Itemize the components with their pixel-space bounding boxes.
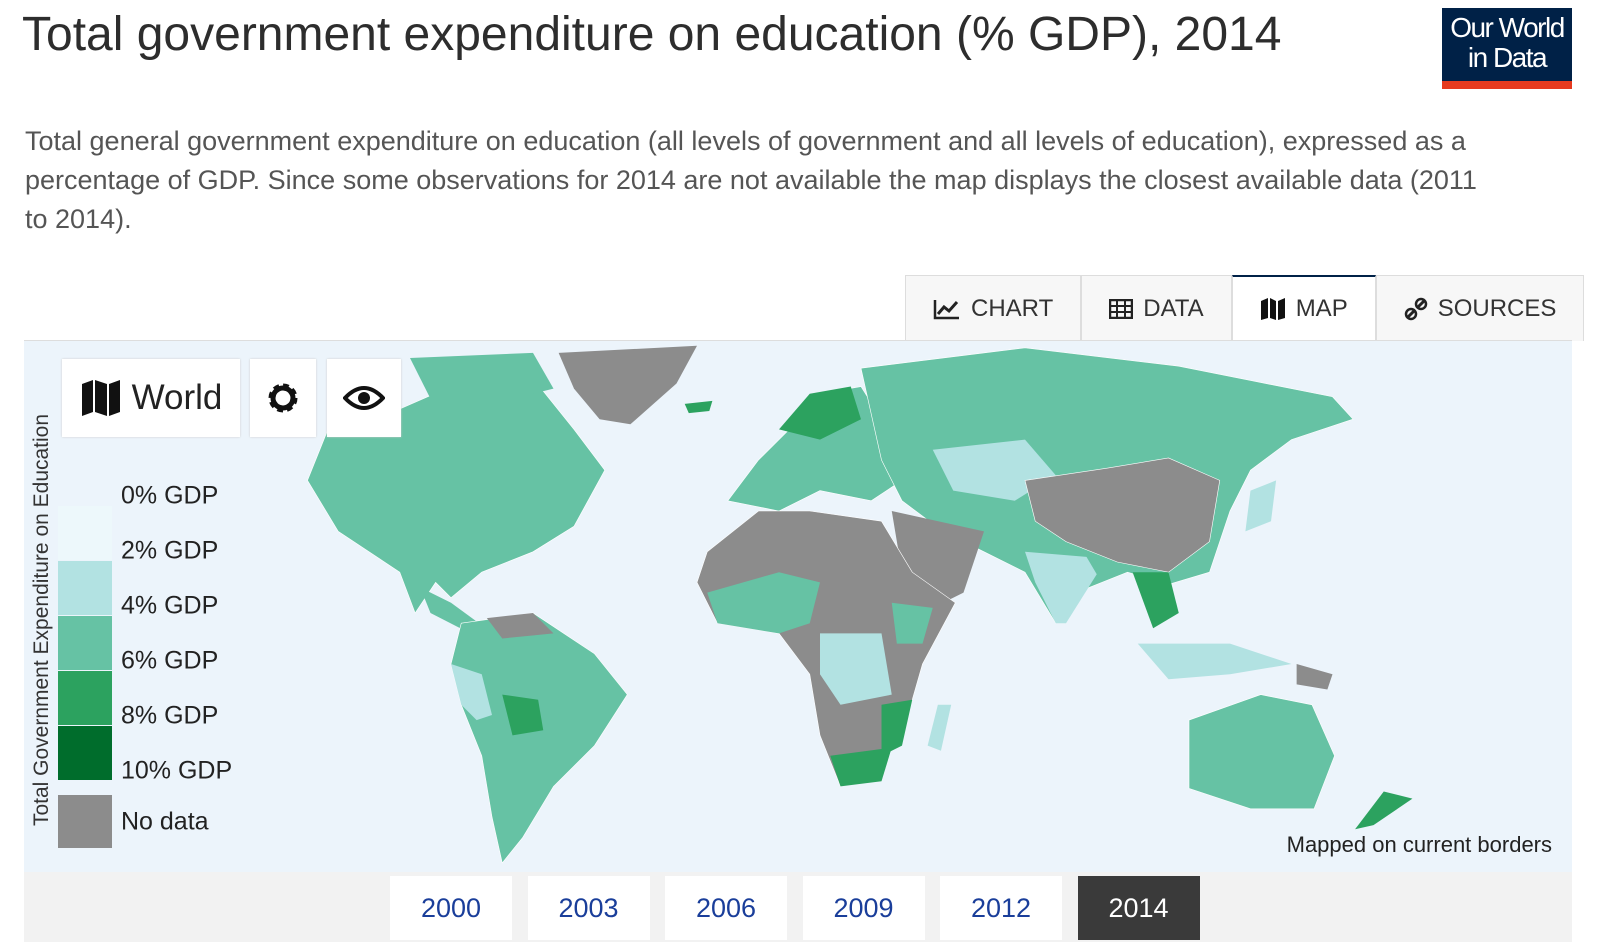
legend-swatch bbox=[58, 726, 112, 780]
southern-africa bbox=[830, 747, 892, 787]
arctic-islands bbox=[410, 352, 554, 404]
settings-button[interactable] bbox=[250, 359, 316, 437]
year-button[interactable]: 2012 bbox=[940, 876, 1062, 940]
title: Total government expenditure on educatio… bbox=[22, 8, 1282, 61]
tab[interactable]: DATA bbox=[1081, 275, 1232, 341]
tab[interactable]: MAP bbox=[1231, 275, 1376, 341]
central-america bbox=[420, 587, 482, 632]
india bbox=[1025, 551, 1097, 624]
tab-icon bbox=[1109, 298, 1134, 319]
legend-swatch bbox=[58, 795, 112, 848]
central-africa bbox=[820, 633, 892, 705]
tab-label: SOURCES bbox=[1437, 294, 1557, 322]
legend-label: 10% GDP bbox=[121, 756, 233, 785]
tab-icon bbox=[1260, 298, 1285, 320]
australia bbox=[1188, 694, 1335, 810]
legend-swatch bbox=[58, 561, 112, 615]
indonesia bbox=[1137, 643, 1292, 680]
tab-label: MAP bbox=[1295, 295, 1348, 322]
gear-icon bbox=[268, 383, 298, 413]
west-africa bbox=[707, 572, 820, 634]
eye-icon bbox=[343, 386, 385, 410]
tab-label: CHART bbox=[971, 294, 1054, 322]
legend-swatch bbox=[58, 671, 112, 725]
legend-label: No data bbox=[121, 807, 209, 836]
iceland bbox=[684, 400, 713, 414]
timeline bbox=[24, 872, 1572, 942]
tab-icon bbox=[1404, 297, 1427, 320]
tab-icon bbox=[933, 299, 959, 319]
legend-label: 2% GDP bbox=[121, 536, 219, 565]
legend-label: 0% GDP bbox=[121, 481, 219, 510]
scandinavia bbox=[779, 386, 861, 440]
logo-line: in Data bbox=[1467, 42, 1548, 73]
map-note: Mapped on current borders bbox=[1286, 832, 1552, 857]
logo[interactable]: Our World in Data bbox=[1442, 8, 1572, 89]
year-button[interactable]: 2000 bbox=[390, 876, 512, 940]
legend-swatch bbox=[58, 616, 112, 670]
tab[interactable]: SOURCES bbox=[1375, 275, 1585, 341]
greenland bbox=[558, 345, 697, 425]
year-button[interactable]: 2014 bbox=[1077, 876, 1200, 940]
papua bbox=[1296, 664, 1333, 690]
legend-swatch bbox=[58, 506, 112, 560]
southeast-asia bbox=[1132, 572, 1179, 629]
tab-label: DATA bbox=[1143, 294, 1204, 322]
region-button[interactable]: World bbox=[62, 359, 240, 437]
region-label: World bbox=[131, 378, 223, 417]
bolivia bbox=[502, 694, 544, 736]
legend-label: 8% GDP bbox=[121, 701, 219, 730]
logo-line: Our World bbox=[1450, 12, 1565, 43]
year-button[interactable]: 2009 bbox=[802, 876, 925, 940]
central-asia bbox=[932, 439, 1056, 501]
map-icon bbox=[81, 380, 120, 416]
madagascar bbox=[927, 704, 952, 751]
new-zealand bbox=[1355, 791, 1413, 830]
tab[interactable]: CHART bbox=[905, 275, 1082, 341]
year-button[interactable]: 2006 bbox=[665, 876, 787, 940]
tab-bar: CHART DATA MAP SOURCES bbox=[905, 275, 1585, 341]
peru bbox=[451, 664, 492, 721]
east-africa bbox=[891, 602, 933, 644]
legend-title: Total Government Expenditure on Educatio… bbox=[30, 413, 53, 827]
year-button[interactable]: 2003 bbox=[527, 876, 650, 940]
legend-label: 4% GDP bbox=[121, 591, 219, 620]
mozambique bbox=[881, 699, 913, 756]
south-america bbox=[450, 612, 628, 864]
venezuela bbox=[486, 613, 554, 639]
subtitle: Total general government expenditure on … bbox=[25, 126, 1477, 234]
map-panel bbox=[24, 340, 1572, 873]
world-map bbox=[307, 345, 1413, 864]
visibility-button[interactable] bbox=[327, 359, 401, 437]
legend-label: 6% GDP bbox=[121, 646, 219, 675]
china bbox=[1024, 457, 1221, 573]
japan bbox=[1245, 480, 1277, 532]
